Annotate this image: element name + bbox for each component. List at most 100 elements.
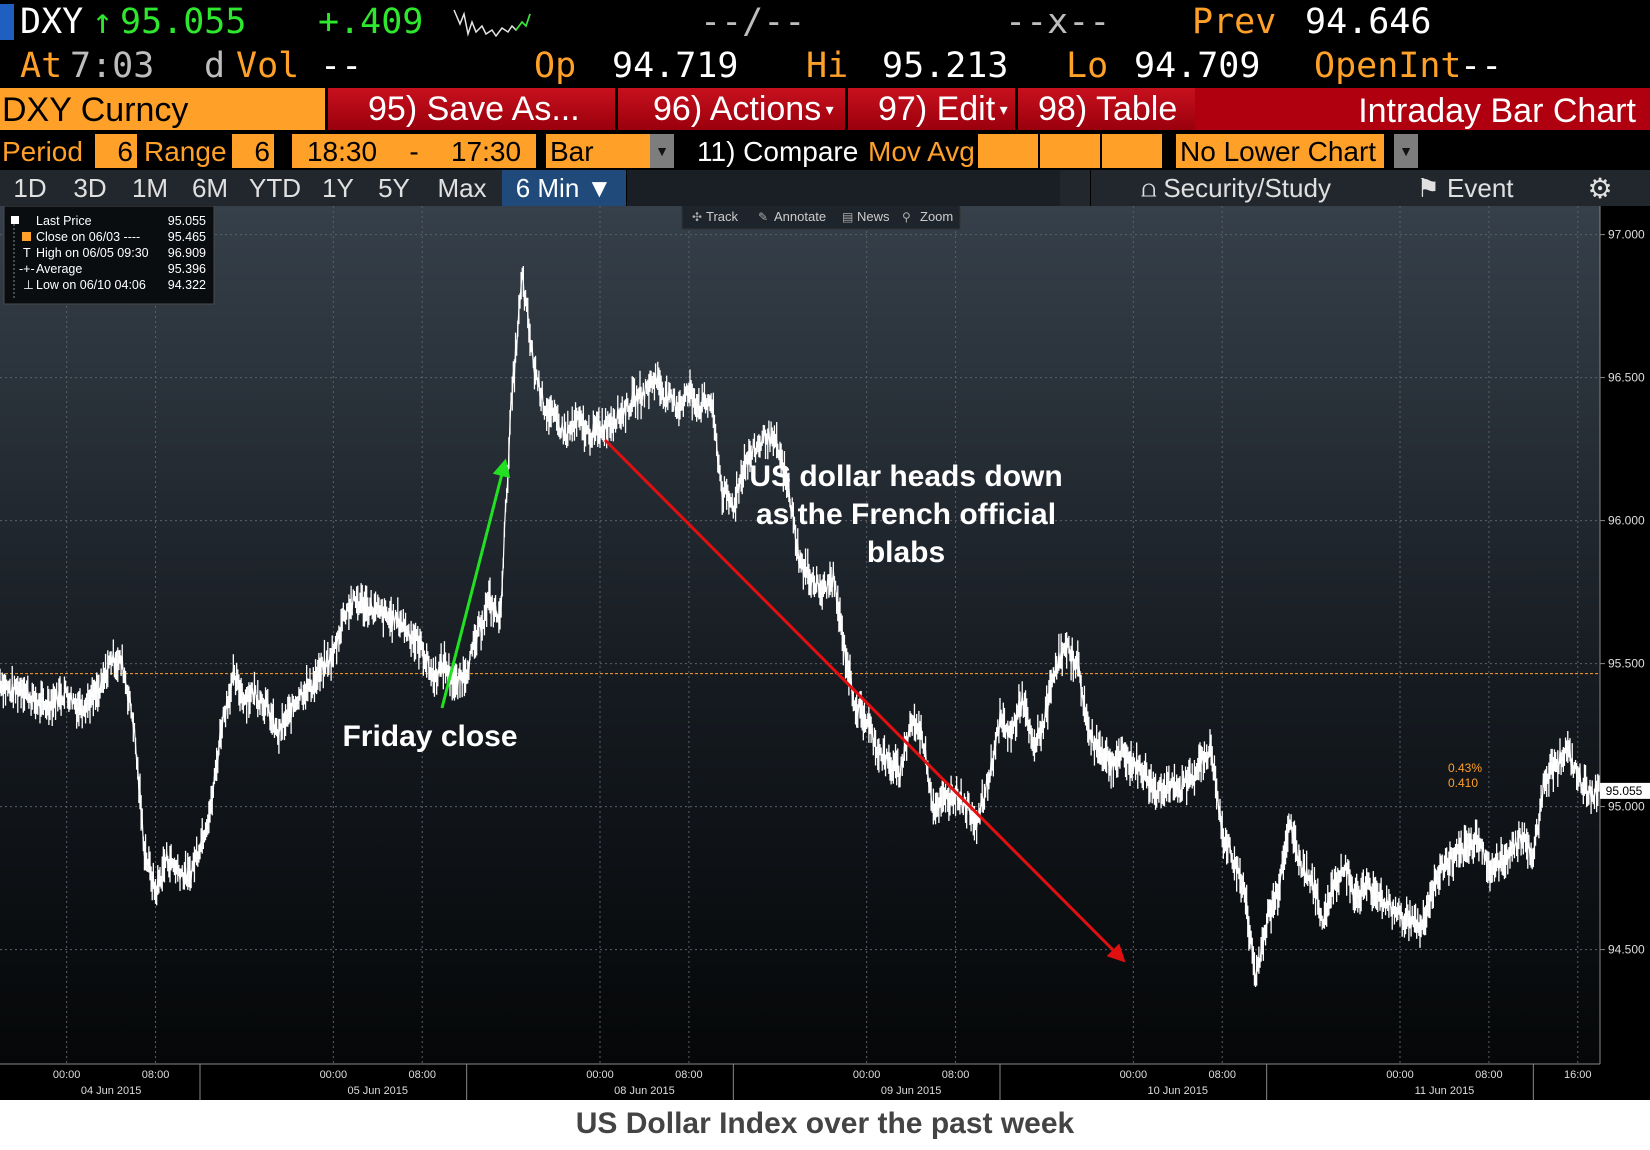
settings-gear-icon[interactable]: ⚙ [1550, 170, 1650, 206]
tab-3d[interactable]: 3D [60, 170, 121, 206]
y-tick-label: 96.000 [1608, 514, 1645, 528]
bid-ask: --/-- [700, 2, 806, 42]
legend-value-high: 96.909 [168, 246, 206, 260]
tab-max[interactable]: Max [422, 170, 503, 206]
at-label: At [20, 46, 63, 86]
axes: 94.500 95.000 95.500 96.000 96.500 97.000 00:0… [53, 228, 1645, 1100]
tab-ytd[interactable]: YTD [240, 170, 311, 206]
volume-label: Vol [236, 46, 300, 86]
period-field[interactable]: 6 [95, 134, 137, 168]
legend-label-low: Low on 06/10 04:06 [36, 278, 146, 292]
period-label: Period [2, 136, 83, 167]
high-value: 95.213 [882, 46, 1009, 86]
quote-time: 7:03 [70, 46, 155, 86]
annotate-button[interactable]: Annotate [774, 209, 826, 224]
x-tick-label: 08:00 [142, 1069, 170, 1081]
legend-label-high: High on 06/05 09:30 [36, 246, 149, 260]
x-tick-label: 08:00 [675, 1069, 703, 1081]
news-button[interactable]: News [857, 209, 890, 224]
legend-box [3, 206, 215, 305]
low-value: 94.709 [1134, 46, 1261, 86]
high-label: Hi [806, 46, 849, 86]
reference-lines [0, 673, 1600, 675]
movavg-field-2[interactable] [1040, 134, 1100, 168]
tab-1y[interactable]: 1Y [310, 170, 367, 206]
x-date-label: 11 Jun 2015 [1415, 1085, 1475, 1097]
friday-close-arrow [440, 458, 511, 709]
range-label: Range [144, 136, 227, 167]
save-as-button[interactable]: 95) Save As... [325, 88, 615, 130]
edit-label: 97) Edit [878, 90, 996, 128]
open-value: 94.719 [612, 46, 739, 86]
y-tick-label: 94.500 [1608, 943, 1645, 957]
track-button[interactable]: Track [706, 209, 739, 224]
annotate-icon: ✎ [758, 210, 768, 224]
tab-1d[interactable]: 1D [0, 170, 61, 206]
legend-label-average: Average [36, 262, 82, 276]
sparkline-icon [453, 9, 531, 38]
legend-value-close: 95.465 [168, 230, 206, 244]
edit-menu-button[interactable]: 97) Edit ▾ [845, 88, 1015, 130]
legend-high-icon: T [23, 246, 31, 260]
percent-change-label: 0.43% [1448, 761, 1482, 775]
x-tick-label: 00:00 [853, 1069, 881, 1081]
event-label: Event [1447, 173, 1514, 203]
x-date-label: 10 Jun 2015 [1147, 1085, 1208, 1097]
range-field[interactable]: 6 [232, 134, 274, 168]
event-button[interactable]: ⚑ Event [1380, 170, 1551, 206]
dvol-d: d [204, 46, 226, 86]
y-axis-area [1600, 206, 1650, 1064]
grid-lines [0, 206, 1600, 1064]
x-tick-label: 00:00 [586, 1069, 614, 1081]
table-button[interactable]: 98) Table [1015, 88, 1195, 130]
low-label: Lo [1066, 46, 1109, 86]
end-time-field[interactable]: 17:30 [436, 134, 536, 168]
x-tick-label: 08:00 [1208, 1069, 1236, 1081]
openint-label: OpenInt [1314, 46, 1462, 86]
start-time-field[interactable]: 18:30 [292, 134, 392, 168]
security-study-label: Security/Study [1163, 173, 1331, 203]
range-dash: - [392, 134, 436, 168]
actions-menu-button[interactable]: 96) Actions ▾ [615, 88, 845, 130]
lower-chart-select[interactable]: No Lower Chart [1176, 134, 1384, 168]
net-change-label: 0.410 [1448, 776, 1478, 790]
figure-caption: US Dollar Index over the past week [575, 1107, 1075, 1140]
tab-6m[interactable]: 6M [180, 170, 241, 206]
movavg-field-1[interactable] [978, 134, 1038, 168]
open-label: Op [534, 46, 577, 86]
chart-options-bar: Period 6 Range 6 18:30 - 17:30 Bar ▼ 11)… [0, 132, 1650, 168]
x-tick-label: 00:00 [53, 1069, 81, 1081]
x-date-label: 08 Jun 2015 [614, 1085, 675, 1097]
lower-chart-dropdown-icon[interactable]: ▼ [1394, 134, 1418, 168]
x-tick-label: 08:00 [942, 1069, 970, 1081]
bid-ask-size: --x-- [1005, 2, 1111, 42]
x-tick-label: 08:00 [1475, 1069, 1503, 1081]
net-change: +.409 [318, 2, 424, 42]
x-tick-label: 16:00 [1564, 1069, 1592, 1081]
security-field[interactable]: DXY Curncy [0, 88, 325, 130]
interval-select[interactable]: 6 Min ▼ [502, 170, 627, 206]
chart-type-select[interactable]: Bar [546, 134, 650, 168]
ticker[interactable]: DXY [20, 2, 84, 42]
focus-marker [0, 4, 14, 40]
caret-down-icon: ▾ [821, 102, 834, 120]
friday-close-label: Friday close [342, 720, 517, 753]
tab-1m[interactable]: 1M [120, 170, 181, 206]
last-price: 95.055 [120, 2, 247, 42]
range-tabs: 1D 3D 1M 6M YTD 1Y 5Y Max 6 Min ▼ « ⩍ Se… [0, 170, 1650, 206]
security-study-button[interactable]: ⩍ Security/Study [1090, 170, 1382, 206]
chart-study-icon: ⩍ [1141, 176, 1164, 203]
chart-legend: Last Price 95.055 Close on 06/03 ---- 95… [3, 206, 215, 305]
legend-label-last: Last Price [36, 214, 92, 228]
chart-tools: ✣ Track ✎ Annotate ▤ News ⚲ Zoom [681, 206, 961, 230]
compare-button[interactable]: 11) Compare [697, 136, 859, 167]
intraday-bar-chart[interactable]: 94.500 95.000 95.500 96.000 96.500 97.000 00:0… [0, 206, 1650, 1100]
command-bar: DXY Curncy 95) Save As... 96) Actions ▾ … [0, 88, 1650, 130]
caret-down-icon: ▾ [995, 102, 1008, 120]
chart-type-dropdown-icon[interactable]: ▼ [650, 134, 674, 168]
movavg-field-3[interactable] [1102, 134, 1162, 168]
zoom-button[interactable]: Zoom [920, 209, 953, 224]
movavg-label[interactable]: Mov Avg [868, 136, 975, 167]
annotations: Friday close US dollar heads down as the… [342, 438, 1482, 963]
tab-5y[interactable]: 5Y [366, 170, 423, 206]
